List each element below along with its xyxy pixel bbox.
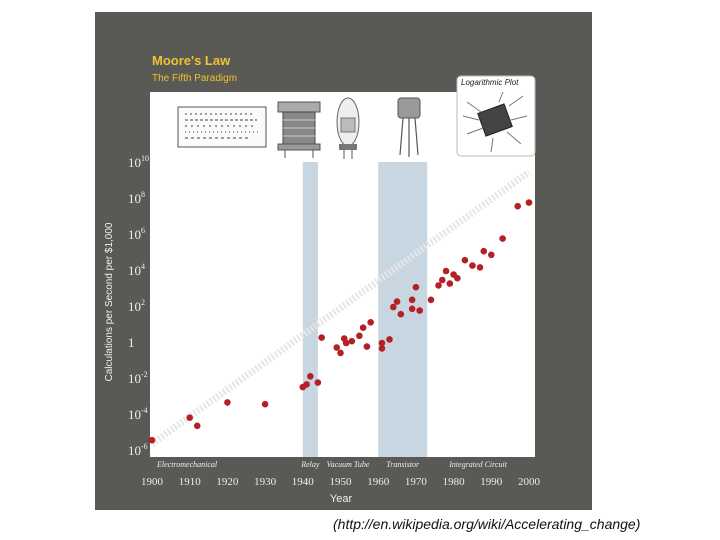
x-tick-label: 1920 [216, 476, 239, 488]
data-point [307, 373, 314, 380]
x-tick-label: 1980 [443, 476, 466, 488]
y-tick-label: 1010 [128, 154, 149, 170]
vacuum-tube-icon [336, 97, 360, 159]
data-point [363, 343, 371, 350]
y-tick-label: 10-6 [128, 442, 148, 458]
chart-title: Moore's Law [152, 53, 231, 68]
x-tick-label: 1990 [480, 476, 503, 488]
y-tick-label: 108 [128, 190, 145, 206]
data-point [186, 414, 193, 422]
punch-card-icon [177, 106, 267, 148]
y-tick-label: 1 [128, 335, 135, 350]
x-tick-label: 1960 [367, 476, 390, 488]
data-point [397, 310, 405, 318]
data-point [438, 276, 446, 284]
logarithmic-plot-label: Logarithmic Plot [461, 78, 519, 87]
trend-line [149, 169, 532, 447]
y-tick-label: 10-2 [128, 370, 148, 386]
data-point [303, 381, 310, 388]
data-point [480, 247, 488, 255]
data-point [488, 251, 495, 259]
data-point [389, 303, 397, 311]
integrated-circuit-icon: Logarithmic Plot [456, 75, 536, 157]
data-point [367, 319, 374, 326]
data-point [342, 339, 350, 347]
data-point [224, 399, 231, 406]
x-tick-label: 1900 [141, 476, 164, 488]
data-point [442, 267, 450, 275]
data-point [393, 298, 401, 305]
transistor-icon [397, 97, 421, 157]
chart-subtitle: The Fifth Paradigm [152, 73, 237, 84]
data-point [408, 296, 416, 304]
x-tick-label: 1970 [405, 476, 428, 488]
x-tick-label: 1910 [179, 476, 202, 488]
y-tick-label: 102 [128, 298, 145, 314]
data-point [348, 337, 356, 345]
data-point [378, 345, 386, 352]
data-point [386, 336, 393, 343]
data-point [148, 436, 156, 444]
data-point [412, 283, 420, 291]
paradigm-label: Integrated Circuit [448, 460, 507, 469]
data-point [427, 296, 435, 304]
y-tick-label: 10-4 [128, 406, 148, 422]
data-point [416, 307, 423, 314]
paradigm-band-1 [302, 162, 318, 457]
relay-icon [277, 101, 321, 158]
x-tick-label: 2000 [518, 476, 541, 488]
data-point [499, 235, 506, 242]
data-point [446, 280, 454, 287]
data-point [337, 349, 344, 357]
paradigm-label: Transistor [386, 460, 420, 469]
x-axis-ticks: 1900 1910 1920 1930 1940 1950 1960 1970 1980 1990… [141, 476, 541, 488]
y-axis-ticks: 10-6 10-4 10-2 1 102 104 106 108 1010 [128, 154, 149, 458]
data-point [193, 422, 201, 430]
data-point [408, 305, 416, 313]
chart-panel: Moore's Law The Fifth Paradigm [95, 12, 592, 510]
paradigm-label: Electromechanical [156, 460, 218, 469]
x-axis-label: Year [330, 493, 353, 505]
data-point [333, 344, 341, 351]
data-points [148, 199, 533, 444]
y-axis-label: Calculations per Second per $1,000 [104, 222, 115, 381]
x-tick-label: 1930 [254, 476, 277, 488]
paradigm-labels: Electromechanical Relay Vacuum Tube Transis… [156, 460, 508, 469]
data-point [359, 324, 367, 332]
x-tick-label: 1940 [292, 476, 315, 488]
moores-law-chart: Moore's Law The Fifth Paradigm [104, 53, 541, 505]
paradigm-label: Relay [300, 460, 320, 469]
data-point [435, 282, 442, 289]
data-point [469, 262, 476, 269]
data-point [356, 332, 363, 340]
data-point [476, 264, 484, 271]
data-point [314, 379, 322, 386]
paradigm-label: Vacuum Tube [327, 460, 370, 469]
data-point [514, 202, 521, 210]
y-tick-label: 104 [128, 262, 145, 278]
data-point [378, 339, 386, 347]
data-point [525, 199, 533, 206]
x-tick-label: 1950 [330, 476, 353, 488]
data-point [454, 274, 461, 282]
y-tick-label: 106 [128, 226, 145, 242]
source-caption: (http://en.wikipedia.org/wiki/Accelerati… [333, 516, 641, 532]
data-point [261, 400, 269, 408]
data-point [461, 256, 469, 264]
data-point [318, 334, 325, 341]
